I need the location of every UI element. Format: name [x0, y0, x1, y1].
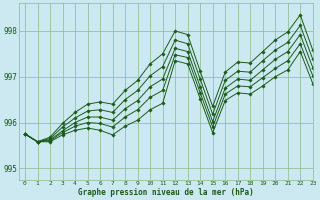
- X-axis label: Graphe pression niveau de la mer (hPa): Graphe pression niveau de la mer (hPa): [78, 188, 254, 197]
